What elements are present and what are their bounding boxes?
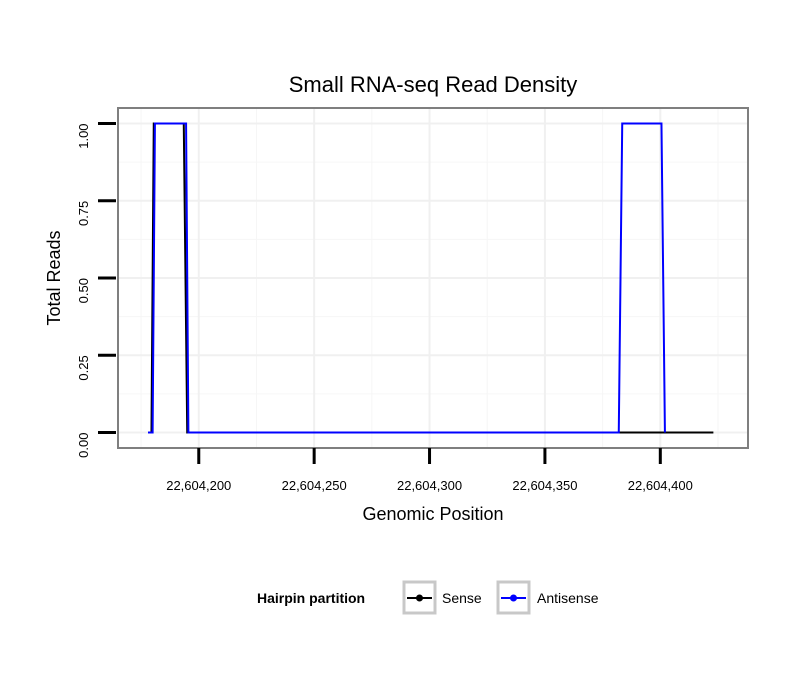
x-tick-label: 22,604,400 bbox=[628, 478, 693, 493]
legend-title: Hairpin partition bbox=[257, 590, 365, 606]
y-tick-label: 0.75 bbox=[76, 201, 91, 226]
legend-key-point bbox=[510, 594, 517, 602]
y-axis-title: Total Reads bbox=[44, 230, 64, 325]
x-tick-label: 22,604,300 bbox=[397, 478, 462, 493]
series-line-antisense bbox=[148, 122, 666, 434]
x-tick-label: 22,604,250 bbox=[282, 478, 347, 493]
legend-key-point bbox=[416, 594, 423, 602]
x-axis: 22,604,200 22,604,250 22,604,300 22,604,350… bbox=[166, 448, 693, 493]
x-tick-label: 22,604,200 bbox=[166, 478, 231, 493]
x-tick-label: 22,604,350 bbox=[512, 478, 577, 493]
plot-panel-border bbox=[117, 107, 749, 449]
y-axis: 0.00 0.25 0.50 0.75 1.00 bbox=[76, 121, 116, 458]
y-tick-label: 0.00 bbox=[76, 433, 91, 458]
y-tick-label: 0.50 bbox=[76, 278, 91, 303]
legend: Hairpin partition Sense Antisense bbox=[257, 580, 599, 615]
legend-label-antisense: Antisense bbox=[537, 590, 599, 606]
legend-label-sense: Sense bbox=[442, 590, 482, 606]
y-tick-label: 1.00 bbox=[76, 123, 91, 148]
y-tick-label: 0.25 bbox=[76, 355, 91, 380]
series-layer bbox=[148, 122, 714, 434]
chart-title: Small RNA-seq Read Density bbox=[289, 72, 578, 97]
x-axis-title: Genomic Position bbox=[362, 504, 503, 524]
